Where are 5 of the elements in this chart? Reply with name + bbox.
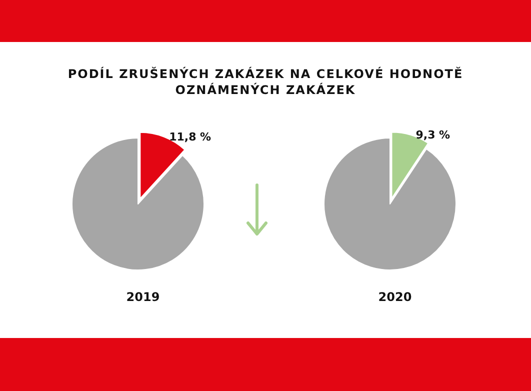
text: 2020: [378, 290, 412, 304]
data-label: 11,8 %: [169, 130, 212, 144]
text: PODÍL ZRUŠENÝCH ZAKÁZEK NA CELKOVÉ HODNOTĚ OZNÁMENÝCH ZAKÁZEK: [66, 66, 464, 98]
data-label: 9,3 %: [416, 128, 450, 142]
text: 2019: [126, 290, 160, 304]
